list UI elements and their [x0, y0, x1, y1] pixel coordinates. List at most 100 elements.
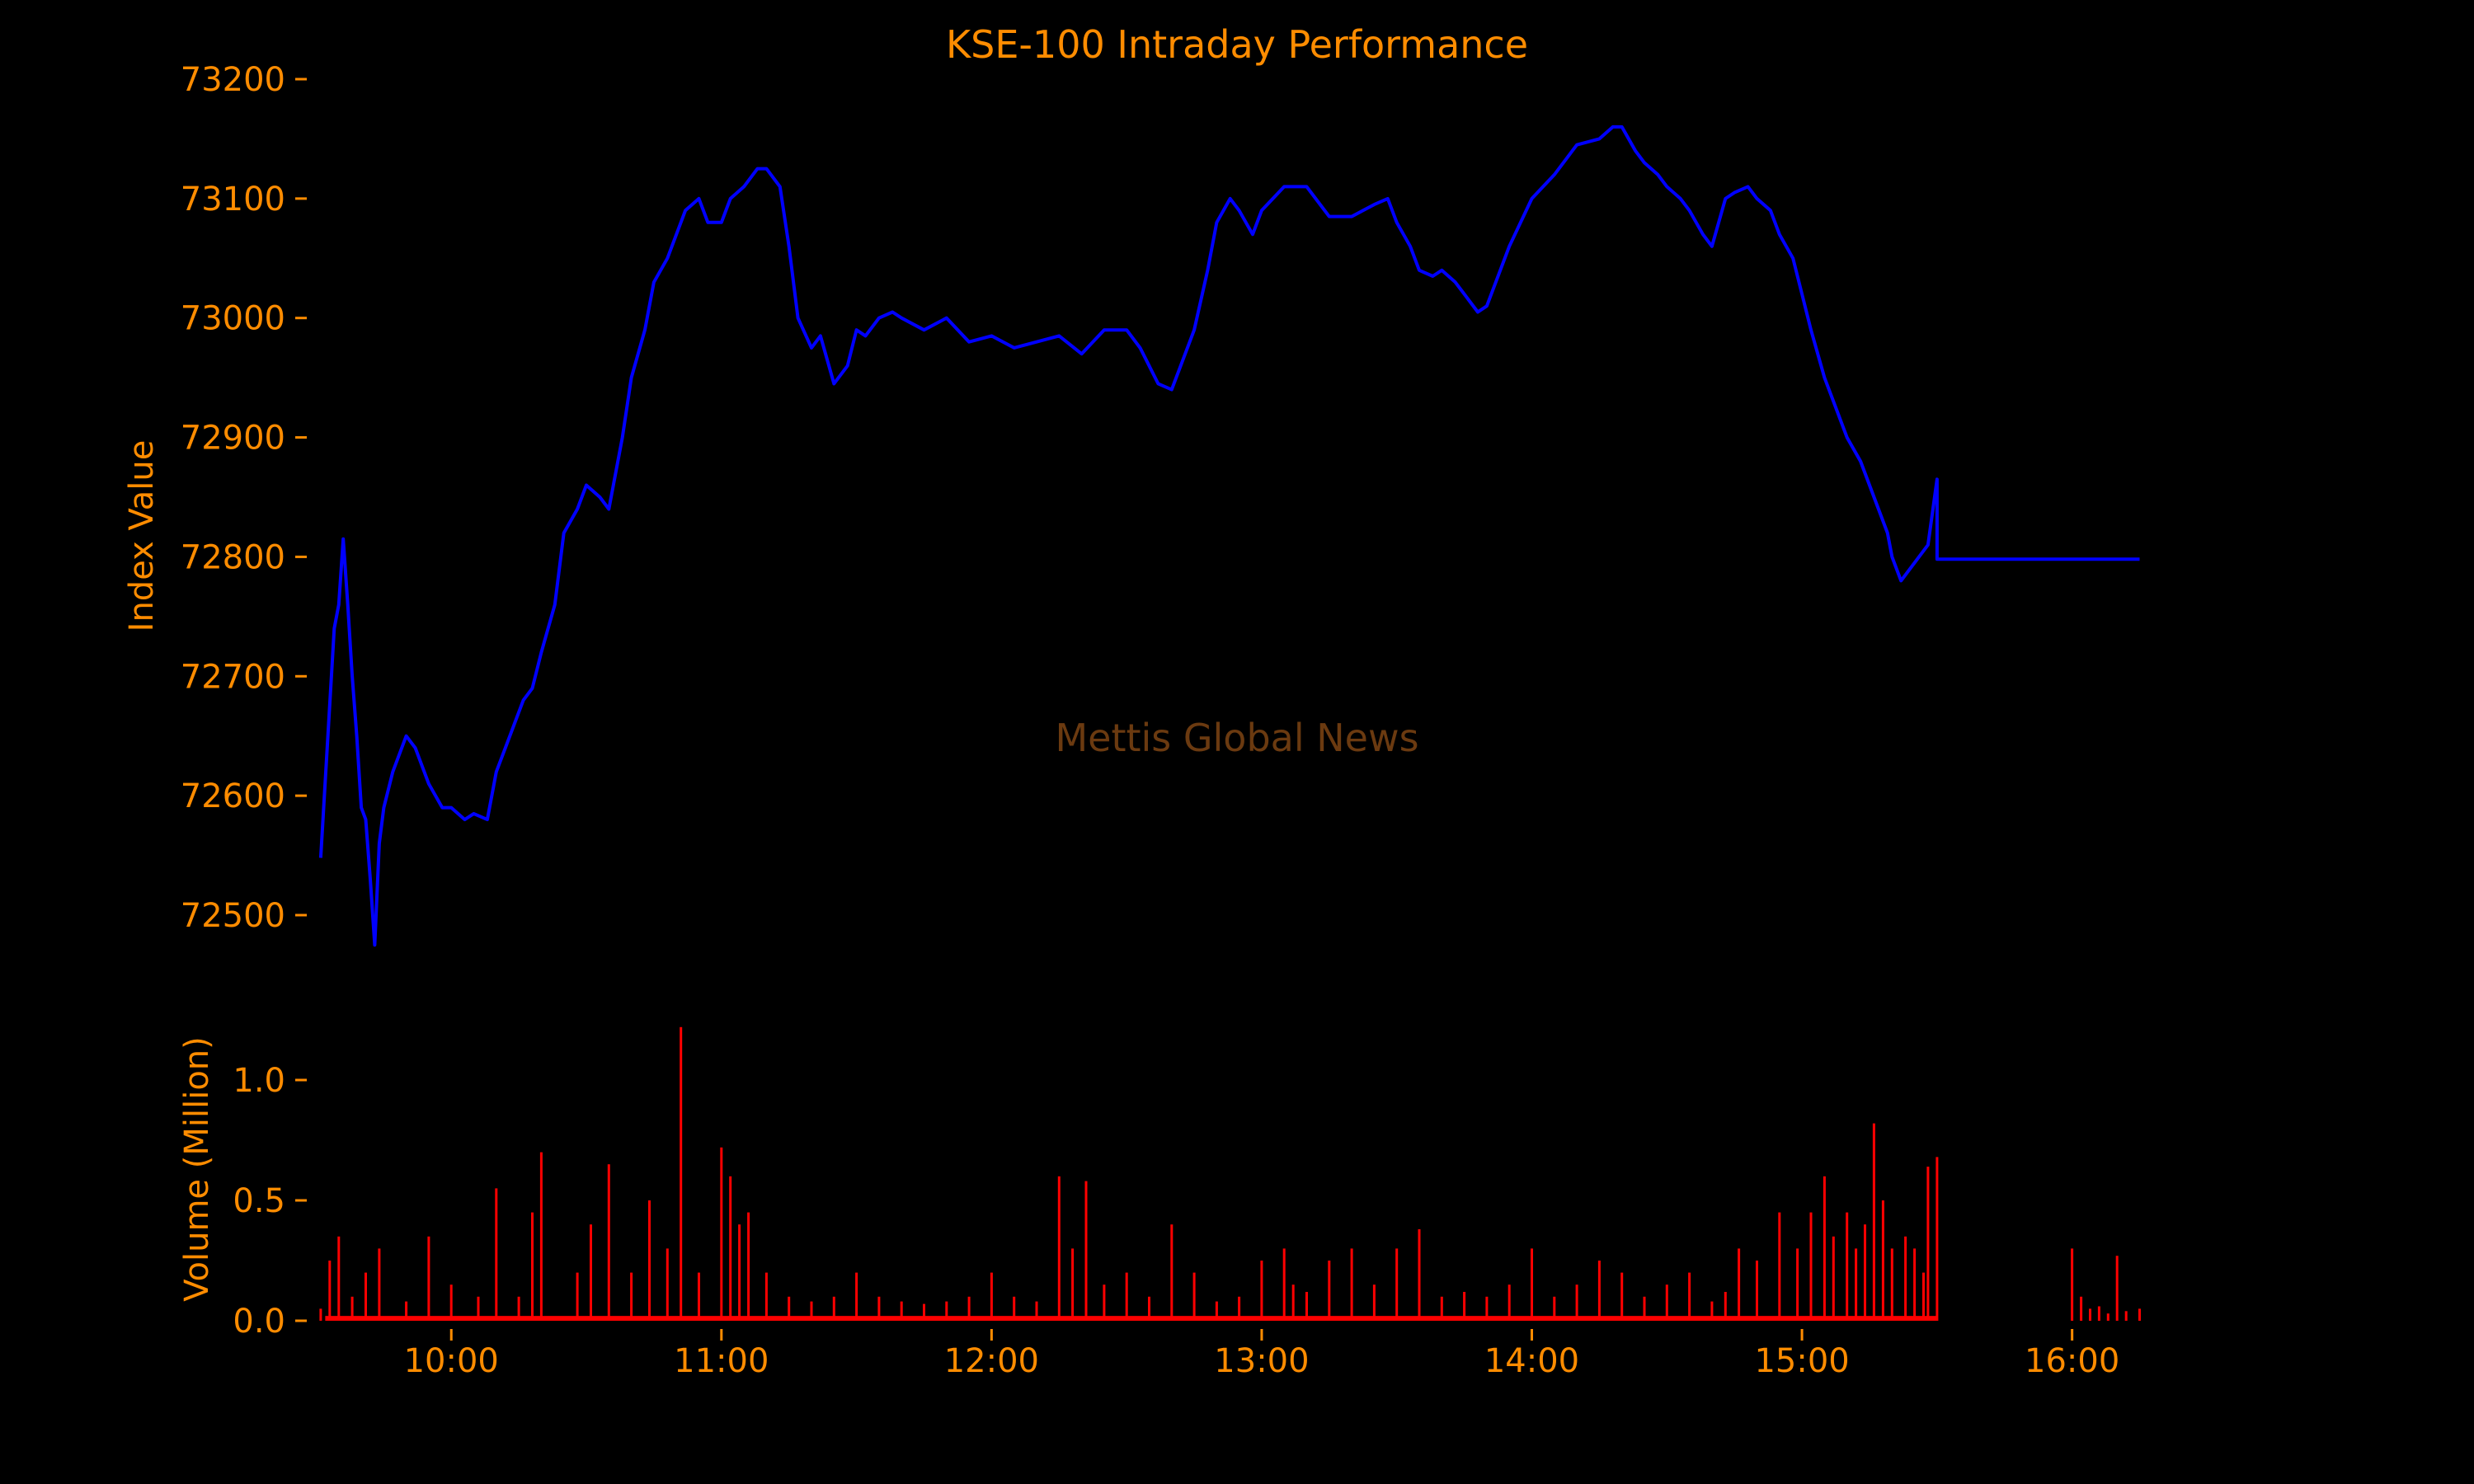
chart-title: KSE-100 Intraday Performance — [946, 22, 1528, 67]
volume-bar — [1238, 1296, 1241, 1321]
volume-bar — [990, 1272, 993, 1321]
volume-bar — [531, 1212, 534, 1321]
volume-bar — [365, 1272, 367, 1321]
volume-bar — [449, 1284, 453, 1321]
volume-bar — [1643, 1296, 1646, 1321]
watermark-text: Mettis Global News — [1055, 716, 1418, 760]
volume-bar — [1463, 1292, 1466, 1321]
volume-bar — [1071, 1248, 1075, 1321]
time-x-tick-label: 16:00 — [2025, 1342, 2119, 1380]
index-y-tick-label: 72600 — [181, 777, 285, 815]
volume-bar — [328, 1261, 332, 1321]
volume-bar — [680, 1026, 683, 1321]
volume-bar — [967, 1296, 971, 1321]
volume-bar — [590, 1224, 592, 1321]
volume-baseline-band — [325, 1316, 1937, 1321]
volume-bar — [648, 1200, 651, 1321]
volume-bar — [1395, 1248, 1399, 1321]
volume-bar — [1103, 1284, 1106, 1321]
volume-bar — [1148, 1296, 1150, 1321]
index-y-tick-label: 73100 — [181, 181, 285, 218]
volume-bar — [2106, 1313, 2109, 1321]
index-y-tick-label: 72500 — [181, 897, 285, 935]
volume-bar — [2089, 1308, 2091, 1321]
index-y-axis: 72500 72600 72700 72800 72900 73000 73100 73200 — [181, 61, 307, 935]
volume-bar — [1305, 1292, 1308, 1321]
volume-bar — [1328, 1261, 1331, 1321]
volume-bar — [607, 1164, 610, 1321]
index-y-axis-label: Index Value — [123, 440, 161, 632]
volume-bar — [1864, 1224, 1866, 1321]
volume-bar — [517, 1296, 520, 1321]
volume-bar — [1350, 1248, 1353, 1321]
volume-bar — [1724, 1292, 1727, 1321]
volume-bar — [319, 1308, 322, 1321]
volume-bar — [1215, 1301, 1218, 1321]
volume-bar — [923, 1303, 925, 1321]
volume-bar — [1035, 1301, 1038, 1321]
time-x-axis: 10:00 11:00 12:00 13:00 14:00 15:00 16:00 — [404, 1329, 2119, 1380]
volume-bar — [1935, 1157, 1939, 1321]
volume-bar — [2080, 1296, 2083, 1321]
volume-bar — [764, 1272, 768, 1321]
volume-bar — [1756, 1261, 1758, 1321]
volume-bar — [2138, 1308, 2141, 1321]
volume-bar — [855, 1272, 858, 1321]
volume-bar — [1597, 1261, 1601, 1321]
volume-bar — [1855, 1248, 1858, 1321]
volume-bar — [1881, 1200, 1884, 1321]
index-y-tick-label: 73200 — [181, 61, 285, 99]
index-series-line — [318, 124, 2140, 947]
volume-bar — [1372, 1284, 1376, 1321]
volume-bar — [747, 1212, 750, 1321]
volume-bar — [1872, 1123, 1875, 1321]
index-y-tick-label: 72800 — [181, 538, 285, 576]
volume-bar — [1913, 1248, 1917, 1321]
volume-bar — [1418, 1229, 1421, 1321]
volume-bar — [337, 1236, 341, 1321]
volume-bar — [810, 1301, 813, 1321]
volume-bar — [1575, 1284, 1578, 1321]
volume-bar — [1125, 1272, 1128, 1321]
volume-bar — [378, 1248, 381, 1321]
volume-bar — [2124, 1311, 2128, 1321]
volume-bar — [1904, 1236, 1907, 1321]
volume-bar — [1553, 1296, 1556, 1321]
volume-bar — [832, 1296, 835, 1321]
volume-bar — [350, 1296, 354, 1321]
volume-bar — [1507, 1284, 1511, 1321]
volume-bar — [2115, 1256, 2119, 1321]
volume-bar — [495, 1188, 498, 1321]
volume-bar — [1057, 1176, 1061, 1321]
time-x-tick-label: 15:00 — [1754, 1342, 1849, 1380]
volume-bar — [1809, 1212, 1813, 1321]
volume-bar — [1485, 1296, 1489, 1321]
volume-bar — [738, 1224, 741, 1321]
volume-bar — [945, 1301, 948, 1321]
volume-bar — [2071, 1248, 2074, 1321]
volume-bar — [720, 1147, 723, 1321]
volume-bar — [1531, 1248, 1533, 1321]
volume-bar — [405, 1301, 408, 1321]
volume-y-axis-label: Volume (Million) — [178, 1036, 216, 1301]
volume-bar-plot — [319, 1026, 2141, 1321]
volume-bar — [788, 1296, 791, 1321]
volume-bar — [1846, 1212, 1849, 1321]
volume-bar — [576, 1272, 579, 1321]
volume-bar — [539, 1152, 543, 1321]
time-x-tick-label: 11:00 — [674, 1342, 769, 1380]
volume-bar — [1926, 1167, 1930, 1321]
volume-bar — [1192, 1272, 1196, 1321]
index-line-plot — [318, 124, 2140, 947]
time-x-tick-label: 10:00 — [404, 1342, 499, 1380]
volume-bar — [1170, 1224, 1174, 1321]
volume-bar — [1665, 1284, 1668, 1321]
volume-bar — [877, 1296, 881, 1321]
time-x-tick-label: 14:00 — [1484, 1342, 1579, 1380]
volume-bar — [1291, 1284, 1295, 1321]
volume-bar — [1688, 1272, 1691, 1321]
volume-bar — [1922, 1272, 1925, 1321]
volume-bar — [1778, 1212, 1781, 1321]
